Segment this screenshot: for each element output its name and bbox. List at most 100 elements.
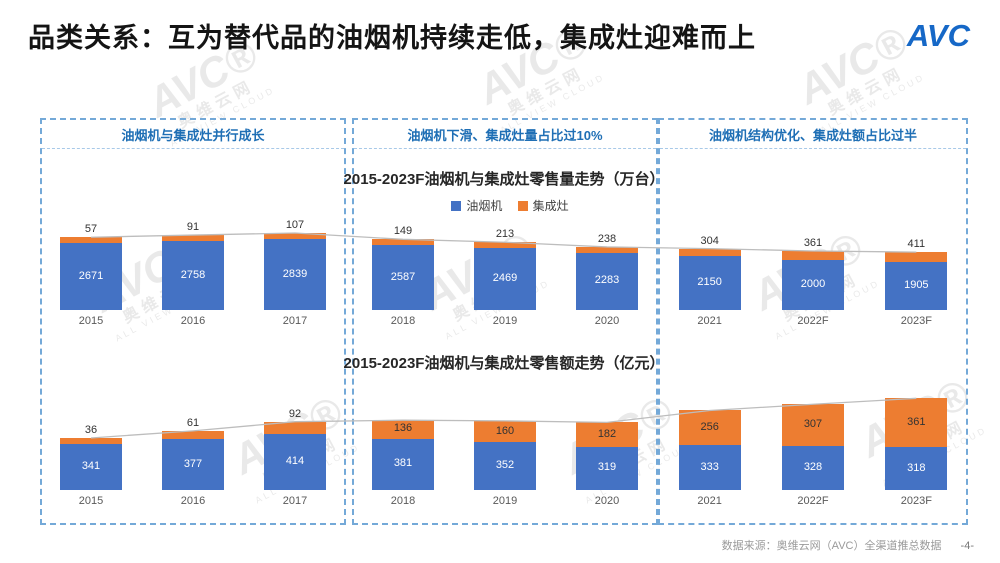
bar-stove-value: 213 bbox=[495, 228, 515, 241]
bar-stove-value: 36 bbox=[84, 423, 98, 436]
bar-hood-segment bbox=[372, 438, 434, 490]
x-axis-label: 2018 bbox=[390, 495, 416, 507]
bar-hood-segment bbox=[60, 243, 122, 310]
x-axis-label: 2015 bbox=[78, 495, 104, 507]
panel-decline-header: 油烟机下滑、集成灶量占比过10% bbox=[354, 120, 656, 149]
legend-label-stove: 集成灶 bbox=[532, 199, 569, 213]
x-axis-label: 2018 bbox=[390, 315, 416, 327]
page-title: 品类关系：互为替代品的油烟机持续走低，集成灶迎难而上 bbox=[28, 23, 756, 53]
bar-stove-value: 238 bbox=[597, 232, 617, 245]
bar-stove-value: 361 bbox=[803, 236, 823, 249]
legend-swatch-stove bbox=[517, 201, 528, 211]
bar-hood-segment bbox=[782, 260, 844, 310]
panel-optimize-header: 油烟机结构优化、集成灶额占比过半 bbox=[660, 120, 966, 149]
bar-hood-segment bbox=[264, 434, 326, 490]
bar-hood-segment bbox=[885, 447, 948, 490]
chart2-title: 2015-2023F油烟机与集成灶零售额走势（亿元） bbox=[343, 355, 665, 372]
bar-hood-segment bbox=[474, 442, 536, 490]
bar-stove-segment bbox=[60, 437, 122, 444]
bar-hood-value: 341 bbox=[81, 459, 101, 472]
bar-hood-value: 2587 bbox=[390, 270, 416, 283]
x-axis-label: 2023F bbox=[900, 315, 932, 327]
bar-hood-value: 2671 bbox=[78, 269, 104, 282]
bar-stove-value: 91 bbox=[186, 221, 200, 234]
bar-stove-value: 160 bbox=[495, 424, 515, 437]
bar-hood-value: 318 bbox=[907, 461, 926, 474]
x-axis-label: 2022F bbox=[797, 495, 829, 507]
bar-stove-value: 304 bbox=[700, 234, 719, 247]
x-axis-label: 2017 bbox=[282, 315, 308, 327]
bar-stove-segment bbox=[474, 242, 536, 249]
bar-hood-segment bbox=[885, 262, 948, 310]
bar-stove-segment bbox=[264, 421, 326, 435]
bar-hood-value: 2758 bbox=[180, 268, 206, 281]
chart1-legend: 油烟机 集成灶 bbox=[40, 197, 968, 214]
bar-stove-value: 61 bbox=[186, 416, 200, 429]
bar-hood-value: 2469 bbox=[492, 272, 518, 285]
bar-hood-value: 2000 bbox=[800, 278, 826, 290]
panel-decline: 油烟机下滑、集成灶量占比过10% bbox=[352, 118, 658, 525]
bar-stove-segment bbox=[678, 248, 741, 257]
panel-growth: 油烟机与集成灶并行成长 bbox=[40, 118, 346, 525]
bar-hood-segment bbox=[576, 252, 638, 310]
bar-hood-segment bbox=[60, 443, 122, 490]
bar-hood-value: 377 bbox=[183, 457, 203, 470]
bar-hood-value: 414 bbox=[285, 455, 305, 468]
bar-stove-value: 136 bbox=[393, 422, 413, 435]
bar-stove-segment bbox=[576, 246, 638, 253]
x-axis-label: 2021 bbox=[697, 315, 722, 327]
x-axis-label: 2022F bbox=[797, 315, 829, 327]
x-axis-label: 2021 bbox=[697, 495, 722, 507]
bar-stove-value: 57 bbox=[84, 223, 98, 236]
bar-stove-segment bbox=[782, 250, 844, 260]
bar-stove-value: 182 bbox=[597, 427, 617, 440]
bar-hood-value: 2839 bbox=[282, 267, 308, 280]
bar-stove-value: 361 bbox=[907, 415, 926, 428]
bar-stove-segment bbox=[264, 233, 326, 240]
bar-stove-value: 149 bbox=[393, 225, 413, 238]
bar-hood-segment bbox=[372, 245, 434, 310]
x-axis-label: 2016 bbox=[180, 495, 206, 507]
x-axis-label: 2016 bbox=[180, 315, 206, 327]
bar-stove-value: 92 bbox=[288, 407, 302, 420]
panel-growth-header: 油烟机与集成灶并行成长 bbox=[42, 120, 344, 149]
bar-hood-segment bbox=[678, 445, 741, 490]
bar-hood-segment bbox=[474, 248, 536, 310]
x-axis-label: 2020 bbox=[594, 315, 620, 327]
bar-hood-value: 319 bbox=[597, 461, 617, 474]
bar-stove-value: 307 bbox=[803, 417, 823, 430]
bar-hood-value: 381 bbox=[393, 457, 413, 470]
bar-stove-segment bbox=[885, 252, 948, 263]
x-axis-label: 2017 bbox=[282, 495, 308, 507]
bar-hood-value: 352 bbox=[495, 459, 515, 472]
bar-stove-segment bbox=[162, 430, 224, 440]
legend-label-hood: 油烟机 bbox=[466, 199, 503, 213]
panel-optimize: 油烟机结构优化、集成灶额占比过半 bbox=[658, 118, 968, 525]
bar-hood-value: 1905 bbox=[904, 279, 929, 292]
chart1-title: 2015-2023F油烟机与集成灶零售量走势（万台） bbox=[343, 171, 665, 188]
page-number: -4- bbox=[960, 540, 974, 552]
bar-hood-segment bbox=[576, 446, 638, 490]
bar-stove-value: 256 bbox=[700, 420, 719, 433]
x-axis-label: 2015 bbox=[78, 315, 104, 327]
x-axis-label: 2023F bbox=[900, 495, 932, 507]
footer: 数据来源：奥维云网（AVC）全渠道推总数据 -4- bbox=[722, 537, 974, 553]
x-axis-label: 2019 bbox=[492, 495, 518, 507]
bar-hood-value: 328 bbox=[803, 460, 823, 473]
x-axis-label: 2019 bbox=[492, 315, 518, 327]
bar-stove-value: 411 bbox=[907, 238, 926, 251]
data-source: 数据来源：奥维云网（AVC）全渠道推总数据 bbox=[721, 540, 942, 552]
bar-hood-segment bbox=[782, 445, 844, 490]
bar-stove-segment bbox=[372, 239, 434, 246]
bar-hood-value: 2150 bbox=[697, 276, 722, 289]
bar-stove-segment bbox=[60, 237, 122, 244]
bar-stove-value: 107 bbox=[285, 219, 305, 232]
bar-hood-value: 333 bbox=[700, 460, 719, 473]
avc-logo: AVC bbox=[906, 18, 970, 53]
bar-hood-value: 2283 bbox=[594, 274, 620, 287]
legend-swatch-hood bbox=[451, 201, 462, 211]
x-axis-label: 2020 bbox=[594, 495, 620, 507]
bar-hood-segment bbox=[678, 256, 741, 310]
bar-hood-segment bbox=[162, 439, 224, 490]
